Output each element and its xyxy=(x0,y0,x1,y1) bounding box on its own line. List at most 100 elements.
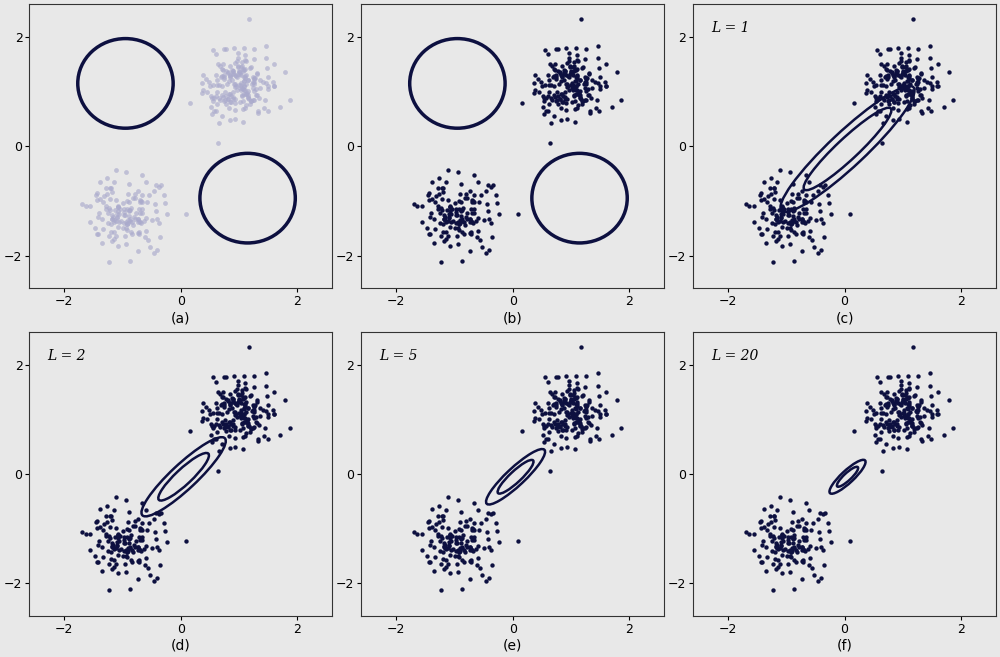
Point xyxy=(798,208,814,218)
Point xyxy=(206,106,222,116)
Point xyxy=(231,394,247,405)
Point xyxy=(875,407,891,418)
Point xyxy=(753,557,769,568)
Point xyxy=(148,180,164,191)
Point xyxy=(481,214,497,224)
Point xyxy=(571,88,587,99)
Point xyxy=(237,392,253,403)
Point xyxy=(260,81,276,91)
Point xyxy=(421,515,437,526)
Point xyxy=(930,386,946,397)
Point xyxy=(426,214,442,225)
Point xyxy=(930,58,946,69)
Point xyxy=(92,194,108,204)
Point xyxy=(868,95,884,106)
Point xyxy=(225,415,241,425)
Point xyxy=(209,426,225,437)
Point xyxy=(893,72,909,83)
Point xyxy=(786,530,802,541)
Point xyxy=(906,423,922,434)
Point xyxy=(790,539,806,550)
Point xyxy=(245,422,261,433)
Point xyxy=(929,77,945,87)
Point xyxy=(258,368,274,378)
Point xyxy=(541,79,557,90)
Point xyxy=(546,64,562,74)
Point xyxy=(260,106,276,116)
Point xyxy=(598,81,614,92)
Point xyxy=(806,242,822,252)
Point xyxy=(751,551,767,561)
Point xyxy=(153,508,169,518)
Point xyxy=(785,525,801,535)
Point xyxy=(894,60,910,71)
Point xyxy=(440,231,456,241)
Point xyxy=(130,574,146,584)
Point xyxy=(884,396,900,406)
Point xyxy=(886,399,902,410)
Point xyxy=(552,68,568,78)
Point xyxy=(785,533,801,543)
Point xyxy=(785,179,801,189)
Point xyxy=(741,529,757,539)
Point xyxy=(579,400,595,411)
Point xyxy=(216,400,232,411)
Point xyxy=(108,492,124,503)
Point xyxy=(146,248,162,258)
Point xyxy=(453,206,469,216)
Point xyxy=(878,111,894,122)
Point xyxy=(781,210,797,221)
Point xyxy=(821,198,837,208)
Point xyxy=(89,194,105,205)
Point xyxy=(258,78,274,88)
Point xyxy=(108,215,124,226)
Point xyxy=(220,67,236,78)
Point xyxy=(556,65,572,76)
Point xyxy=(578,407,594,417)
Point xyxy=(231,394,247,404)
Point xyxy=(117,559,133,570)
Point xyxy=(105,539,121,550)
Point xyxy=(99,501,115,511)
Point xyxy=(232,394,248,405)
Point xyxy=(581,67,597,78)
Point xyxy=(901,431,917,442)
Point xyxy=(106,215,122,225)
Point xyxy=(246,77,262,87)
Point xyxy=(548,398,564,409)
Point xyxy=(868,437,884,447)
Point xyxy=(866,81,882,91)
Point xyxy=(120,215,136,225)
Point xyxy=(138,553,154,564)
Point xyxy=(578,79,594,90)
Point xyxy=(537,79,553,90)
Point xyxy=(218,426,234,437)
Point xyxy=(553,76,569,87)
Point xyxy=(567,444,583,455)
Point xyxy=(240,420,256,431)
Point xyxy=(758,566,774,577)
Point xyxy=(882,91,898,102)
Point xyxy=(133,218,149,229)
Point xyxy=(248,411,264,422)
Point xyxy=(922,40,938,51)
Point xyxy=(762,531,778,541)
Point xyxy=(220,395,236,405)
Point xyxy=(245,95,261,105)
Point xyxy=(802,553,818,564)
Point xyxy=(465,218,481,229)
Point xyxy=(236,403,252,414)
Point xyxy=(211,446,227,457)
Point xyxy=(785,205,801,215)
Point xyxy=(900,65,916,76)
Point xyxy=(768,214,784,224)
Point xyxy=(89,522,105,533)
Point xyxy=(557,93,573,104)
Point xyxy=(795,215,811,226)
Point xyxy=(886,389,902,399)
Point xyxy=(901,384,917,394)
Point xyxy=(423,535,439,546)
Point xyxy=(130,214,146,225)
Point xyxy=(443,545,459,555)
Point xyxy=(846,98,862,108)
